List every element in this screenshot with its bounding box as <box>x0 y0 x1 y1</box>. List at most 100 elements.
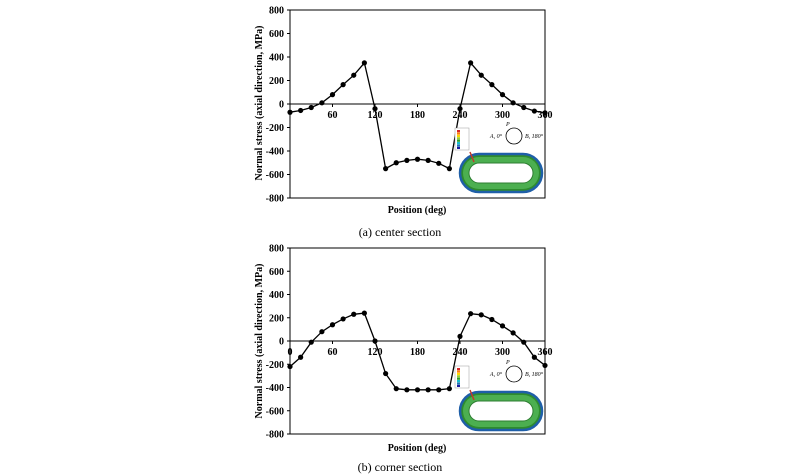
chart-corner-section: Normal stress (axial direction, MPa) Pos… <box>254 244 553 475</box>
data-point <box>425 387 431 393</box>
data-point <box>308 104 314 111</box>
data-point <box>298 107 304 114</box>
legend-swatch <box>457 375 460 378</box>
label-p: P <box>505 360 510 366</box>
data-point <box>436 160 442 166</box>
x-tick-label: 60 <box>328 110 338 121</box>
y-tick-label: -200 <box>266 123 284 134</box>
legend-swatch <box>457 130 460 133</box>
y-tick-label: 200 <box>269 76 284 87</box>
y-tick-label: 800 <box>269 244 284 255</box>
contour-legend <box>454 365 470 389</box>
data-point <box>383 166 389 172</box>
schematic-circle <box>505 365 523 383</box>
x-tick-label: 300 <box>495 347 510 358</box>
legend-swatch <box>457 139 460 142</box>
y-tick-label: 200 <box>269 313 284 324</box>
label-a: A, 0° <box>489 371 503 378</box>
inset-model: A, 0° B, 180° P <box>454 360 544 432</box>
ring-inner <box>468 400 534 422</box>
schematic: A, 0° B, 180° P <box>489 122 544 145</box>
data-point <box>499 92 506 98</box>
data-point <box>298 354 304 360</box>
y-tick-label: -800 <box>266 430 284 441</box>
y-tick-label: 0 <box>279 100 284 111</box>
legend-swatch <box>457 134 460 137</box>
y-tick-label: 600 <box>269 29 284 40</box>
data-point <box>478 72 484 78</box>
y-axis-label: Normal stress (axial direction, MPa) <box>254 264 265 419</box>
legend-swatch <box>457 382 460 385</box>
x-tick-label: 300 <box>495 110 510 121</box>
data-point <box>404 387 410 393</box>
data-point <box>499 323 506 329</box>
x-tick-label: 360 <box>538 110 553 121</box>
data-point <box>319 329 325 335</box>
data-point <box>372 106 378 112</box>
caption-a: (a) center section <box>359 225 442 239</box>
data-point <box>351 72 357 78</box>
x-tick-label: 360 <box>538 347 553 358</box>
data-point <box>351 311 357 317</box>
label-p: P <box>505 122 510 128</box>
legend-swatch <box>457 380 460 383</box>
label-b: B, 180° <box>525 371 544 378</box>
data-point <box>414 156 421 162</box>
x-axis-label: Position (deg) <box>388 443 447 454</box>
y-tick-label: -800 <box>266 194 284 205</box>
data-point <box>446 386 452 392</box>
x-tick-label: 240 <box>453 347 468 358</box>
data-point <box>457 106 463 112</box>
data-point <box>308 339 314 345</box>
x-tick-label: 120 <box>368 110 383 121</box>
data-point <box>287 363 293 370</box>
data-point <box>531 354 537 360</box>
data-point <box>468 311 474 317</box>
caption-b: (b) corner section <box>358 460 443 474</box>
chart-center-section: Normal stress (axial direction, MPa) Pos… <box>254 6 553 240</box>
section-marker <box>469 151 475 163</box>
data-point <box>478 312 484 318</box>
data-point <box>319 100 325 106</box>
legend-swatch <box>457 142 460 145</box>
data-point <box>361 60 367 66</box>
data-point <box>489 316 495 323</box>
y-tick-label: 0 <box>279 337 284 348</box>
data-point <box>393 160 399 166</box>
data-point <box>531 108 537 114</box>
x-tick-label: 240 <box>453 110 468 121</box>
data-point <box>393 386 399 392</box>
data-point <box>329 92 336 98</box>
schematic: A, 0° B, 180° P <box>489 360 544 383</box>
data-point <box>489 82 495 88</box>
x-tick-label: 180 <box>410 347 425 358</box>
legend-swatch <box>457 372 460 375</box>
data-point <box>414 387 421 393</box>
y-tick-label: 800 <box>269 6 284 17</box>
data-point <box>542 110 548 116</box>
data-point <box>510 330 516 336</box>
data-point <box>425 157 431 163</box>
data-point <box>404 157 410 163</box>
x-tick-label: 120 <box>368 347 383 358</box>
legend-swatch <box>457 132 460 135</box>
contour-legend <box>454 127 470 151</box>
data-point <box>468 60 474 66</box>
data-point <box>446 166 452 172</box>
data-point <box>521 339 527 345</box>
y-tick-label: -200 <box>266 360 284 371</box>
label-b: B, 180° <box>525 133 544 140</box>
section-marker <box>469 389 475 401</box>
y-axis-label: Normal stress (axial direction, MPa) <box>254 26 265 181</box>
x-tick-label: 180 <box>410 110 425 121</box>
data-point <box>510 100 516 106</box>
legend-swatch <box>457 368 460 371</box>
y-tick-label: -400 <box>266 383 284 394</box>
ring-model <box>458 151 544 194</box>
legend-swatch <box>457 377 460 380</box>
data-point <box>383 370 389 377</box>
data-point <box>457 333 463 339</box>
data-point <box>340 316 346 322</box>
legend-swatch <box>457 146 460 149</box>
